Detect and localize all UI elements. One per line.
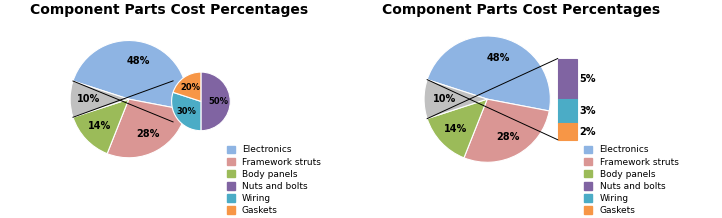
Legend: Electronics, Framework struts, Body panels, Nuts and bolts, Wiring, Gaskets: Electronics, Framework struts, Body pane…: [227, 145, 321, 215]
Wedge shape: [427, 36, 550, 111]
Text: 14%: 14%: [444, 124, 468, 134]
Text: 50%: 50%: [209, 97, 228, 106]
Bar: [557, 123, 577, 140]
Wedge shape: [172, 92, 201, 131]
Wedge shape: [201, 72, 230, 131]
Text: 28%: 28%: [136, 129, 160, 139]
Title: Component Parts Cost Percentages: Component Parts Cost Percentages: [30, 3, 308, 17]
Wedge shape: [427, 99, 487, 158]
Wedge shape: [73, 99, 129, 154]
Bar: [557, 59, 577, 99]
Text: 48%: 48%: [127, 56, 150, 66]
Text: 14%: 14%: [88, 121, 111, 131]
Wedge shape: [107, 99, 186, 158]
Text: 48%: 48%: [486, 53, 510, 63]
Text: 3%: 3%: [580, 106, 596, 116]
Wedge shape: [173, 72, 201, 101]
Text: 10%: 10%: [77, 94, 100, 104]
Text: 2%: 2%: [580, 127, 596, 137]
Wedge shape: [73, 41, 188, 110]
Text: 30%: 30%: [177, 107, 196, 116]
Wedge shape: [464, 99, 549, 162]
Bar: [557, 99, 577, 123]
Text: 20%: 20%: [180, 83, 201, 92]
Legend: Electronics, Framework struts, Body panels, Nuts and bolts, Wiring, Gaskets: Electronics, Framework struts, Body pane…: [584, 145, 679, 215]
Title: Component Parts Cost Percentages: Component Parts Cost Percentages: [382, 3, 660, 17]
Text: 10%: 10%: [432, 94, 456, 104]
Text: 28%: 28%: [496, 132, 520, 142]
Wedge shape: [70, 81, 129, 117]
Wedge shape: [424, 80, 487, 119]
Text: 5%: 5%: [580, 74, 596, 84]
